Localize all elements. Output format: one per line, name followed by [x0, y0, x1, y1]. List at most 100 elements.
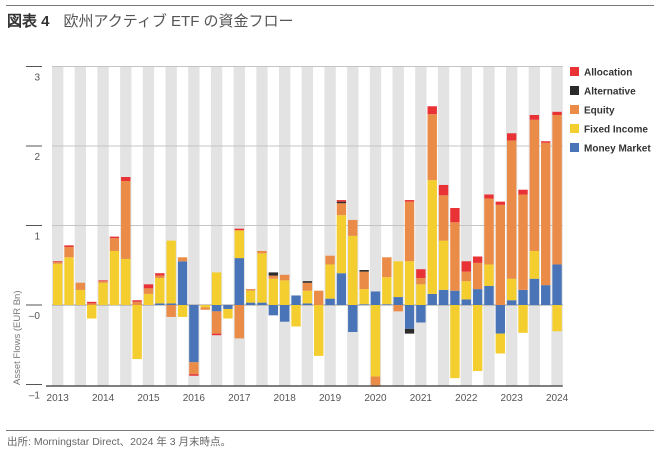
bar-equity: [495, 204, 506, 305]
bar-money-market: [370, 291, 381, 305]
bar-money-market: [348, 305, 358, 333]
figure-title-text: 欧州アクティブ ETF の資金フロー: [63, 13, 294, 30]
bar-fixed-income: [529, 250, 540, 279]
bar-equity: [314, 290, 324, 305]
bar-allocation: [484, 194, 494, 199]
figure-title: 図表 4 欧州アクティブ ETF の資金フロー: [7, 10, 294, 31]
legend-label: Equity: [584, 106, 615, 117]
bar-equity: [438, 195, 449, 241]
bar-alternative: [336, 201, 347, 204]
bar-money-market: [529, 278, 540, 305]
legend-swatch: [570, 105, 579, 114]
bar-equity: [87, 303, 97, 305]
bar-fixed-income: [506, 278, 517, 301]
bar-equity: [393, 305, 403, 312]
bar-equity: [404, 201, 415, 262]
x-tick-label: 2019: [319, 393, 342, 404]
bar-allocation: [121, 177, 131, 181]
y-tick-label: 3: [34, 73, 40, 84]
legend-swatch: [570, 124, 579, 133]
bar-fixed-income: [98, 282, 108, 305]
bar-allocation: [541, 141, 551, 143]
figure-label: 図表 4: [7, 13, 50, 30]
bar-fixed-income: [121, 258, 131, 305]
bar-equity: [143, 288, 154, 294]
bar-fixed-income: [348, 235, 358, 305]
bar-fixed-income: [143, 293, 154, 305]
bar-alternative: [302, 281, 313, 283]
x-tick-label: 2016: [183, 393, 206, 404]
bar-allocation: [87, 301, 97, 304]
bar-equity: [189, 362, 199, 375]
y-tick-label: 1: [34, 232, 40, 243]
bar-fixed-income: [75, 289, 86, 305]
bar-money-market: [450, 290, 460, 305]
bar-equity: [98, 281, 108, 283]
bar-money-market: [484, 285, 494, 305]
bar-fixed-income: [325, 264, 335, 299]
legend-swatch: [570, 86, 579, 95]
bar-equity: [52, 262, 63, 264]
bar-fixed-income: [427, 180, 437, 294]
bar-allocation: [472, 256, 483, 263]
y-tick-label: –1: [29, 391, 41, 402]
bar-fixed-income: [336, 215, 347, 274]
legend-swatch: [570, 67, 579, 76]
bar-fixed-income: [416, 284, 426, 305]
bar-alternative: [268, 272, 279, 276]
source-note: 出所: Morningstar Direct、2024 年 3 月末時点。: [7, 436, 232, 448]
bar-money-market: [506, 300, 517, 305]
bar-equity: [200, 307, 210, 310]
bar-equity: [518, 194, 528, 290]
bar-equity: [211, 311, 222, 334]
bar-fixed-income: [472, 305, 483, 371]
bar-fixed-income: [404, 261, 415, 305]
y-tick-label: –0: [29, 311, 41, 322]
bar-allocation: [64, 245, 74, 247]
bar-equity: [461, 271, 471, 282]
bar-equity: [552, 114, 562, 265]
bar-equity: [245, 289, 256, 291]
bar-equity: [109, 238, 120, 251]
bar-fixed-income: [495, 333, 506, 354]
legend-label: Allocation: [584, 68, 632, 79]
bar-allocation: [155, 273, 165, 276]
bar-money-market: [336, 273, 347, 305]
bar-allocation: [529, 114, 540, 120]
legend-label: Alternative: [584, 87, 636, 98]
bar-fixed-income: [166, 240, 176, 304]
bar-equity: [64, 246, 74, 258]
bar-fixed-income: [438, 240, 449, 290]
x-tick-label: 2021: [410, 393, 433, 404]
bar-money-market: [155, 303, 165, 305]
x-tick-label: 2015: [137, 393, 160, 404]
bar-allocation: [416, 269, 426, 278]
bar-allocation: [98, 280, 108, 282]
bar-equity: [416, 277, 426, 285]
bar-equity: [325, 255, 335, 265]
bar-fixed-income: [200, 305, 210, 308]
bar-money-market: [461, 299, 471, 305]
bar-fixed-income: [461, 281, 471, 300]
bar-allocation: [438, 184, 449, 196]
bar-fixed-income: [450, 305, 460, 379]
bar-equity: [121, 180, 131, 259]
bar-equity: [166, 305, 176, 317]
bar-money-market: [495, 305, 506, 334]
bar-money-market: [472, 289, 483, 305]
bar-allocation: [461, 261, 471, 272]
legend-label: Money Market: [584, 144, 651, 155]
bar-allocation: [506, 133, 517, 141]
bar-money-market: [325, 298, 335, 305]
bar-equity: [484, 198, 494, 265]
x-tick-label: 2020: [364, 393, 387, 404]
bar-money-market: [189, 305, 199, 363]
bar-equity: [177, 257, 188, 262]
bar-equity: [427, 114, 437, 181]
bar-fixed-income: [223, 308, 233, 319]
bar-fixed-income: [64, 257, 74, 305]
bar-money-market: [416, 305, 426, 323]
bar-fixed-income: [245, 290, 256, 303]
x-tick-label: 2023: [501, 393, 524, 404]
bar-allocation: [132, 300, 142, 302]
